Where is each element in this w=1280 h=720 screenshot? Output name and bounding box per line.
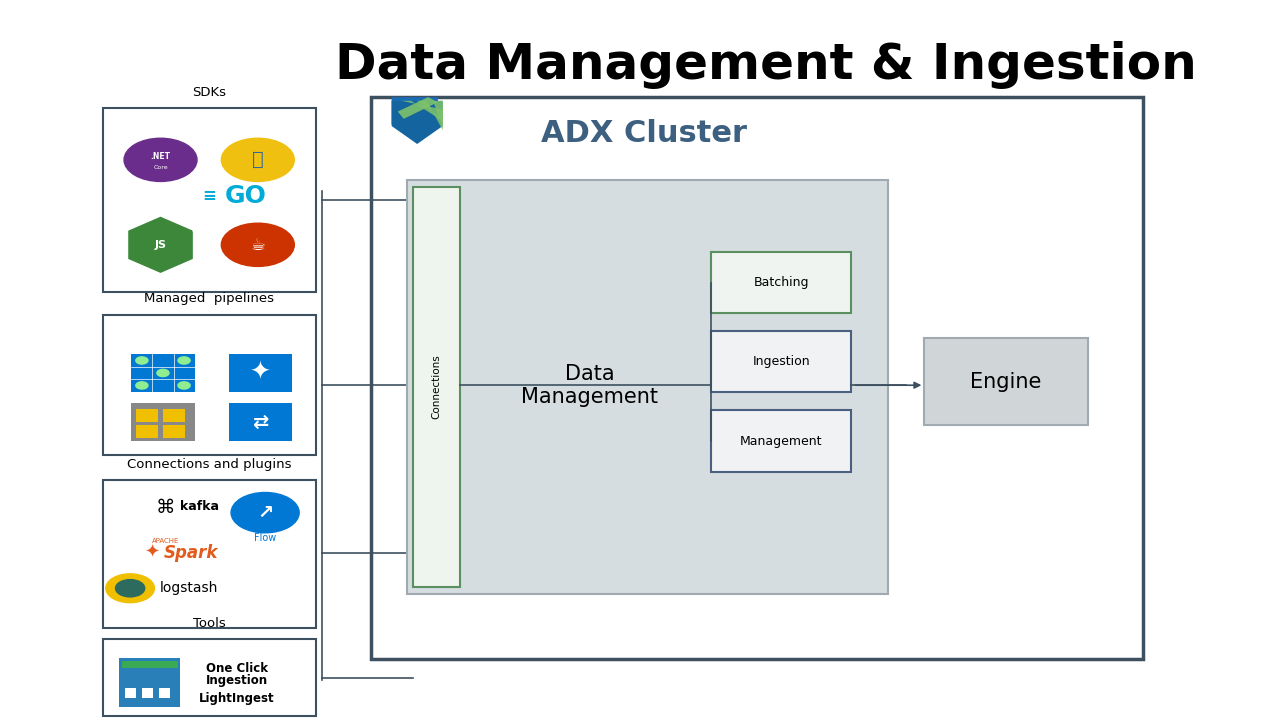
FancyBboxPatch shape bbox=[924, 338, 1088, 425]
Circle shape bbox=[136, 382, 148, 389]
Text: GO: GO bbox=[225, 184, 266, 208]
Bar bbox=[136, 425, 159, 438]
Polygon shape bbox=[417, 101, 443, 130]
Polygon shape bbox=[392, 101, 443, 144]
Bar bbox=[119, 658, 180, 707]
Bar bbox=[163, 409, 184, 422]
Bar bbox=[229, 354, 292, 392]
Text: LightIngest: LightIngest bbox=[200, 692, 275, 705]
Text: Ingestion: Ingestion bbox=[753, 355, 810, 369]
Text: ☕: ☕ bbox=[251, 236, 265, 254]
Text: APACHE: APACHE bbox=[152, 539, 179, 544]
Text: Connections and plugins: Connections and plugins bbox=[127, 458, 292, 471]
Circle shape bbox=[106, 574, 155, 603]
FancyBboxPatch shape bbox=[413, 187, 460, 587]
Text: Data Management & Ingestion: Data Management & Ingestion bbox=[335, 41, 1197, 89]
Polygon shape bbox=[433, 101, 443, 140]
Circle shape bbox=[221, 223, 294, 266]
Text: Data
Management: Data Management bbox=[521, 364, 658, 407]
FancyBboxPatch shape bbox=[712, 252, 851, 313]
Bar bbox=[122, 661, 178, 668]
FancyBboxPatch shape bbox=[712, 331, 851, 392]
Text: Managed  pipelines: Managed pipelines bbox=[145, 292, 274, 305]
Circle shape bbox=[124, 138, 197, 181]
Text: Engine: Engine bbox=[970, 372, 1042, 392]
Text: logstash: logstash bbox=[159, 581, 218, 595]
Text: ADX Cluster: ADX Cluster bbox=[541, 119, 748, 148]
FancyBboxPatch shape bbox=[104, 315, 316, 455]
Text: ↗: ↗ bbox=[257, 503, 274, 522]
FancyBboxPatch shape bbox=[407, 180, 888, 594]
Polygon shape bbox=[402, 101, 443, 121]
Text: ✦: ✦ bbox=[145, 544, 160, 562]
Text: Connections: Connections bbox=[431, 355, 442, 419]
Text: ⇄: ⇄ bbox=[252, 413, 269, 431]
Polygon shape bbox=[129, 217, 192, 272]
Polygon shape bbox=[398, 97, 438, 119]
FancyBboxPatch shape bbox=[104, 639, 316, 716]
Polygon shape bbox=[392, 97, 438, 138]
Circle shape bbox=[115, 580, 145, 597]
Text: Ingestion: Ingestion bbox=[206, 674, 269, 687]
Bar bbox=[132, 403, 195, 441]
FancyBboxPatch shape bbox=[712, 410, 851, 472]
FancyBboxPatch shape bbox=[104, 108, 316, 292]
Text: 🐍: 🐍 bbox=[252, 150, 264, 169]
Text: .NET: .NET bbox=[151, 153, 170, 161]
Bar bbox=[229, 403, 292, 441]
Text: Spark: Spark bbox=[164, 544, 219, 562]
Text: kafka: kafka bbox=[180, 500, 219, 513]
Text: SDKs: SDKs bbox=[192, 86, 227, 99]
Circle shape bbox=[157, 369, 169, 377]
Text: ≡: ≡ bbox=[202, 187, 216, 205]
Circle shape bbox=[178, 382, 191, 389]
Text: ⌘: ⌘ bbox=[156, 498, 175, 517]
Circle shape bbox=[178, 357, 191, 364]
Text: Flow: Flow bbox=[253, 533, 276, 543]
Text: Tools: Tools bbox=[193, 617, 225, 630]
Text: One Click: One Click bbox=[206, 662, 268, 675]
Bar bbox=[125, 688, 136, 698]
Bar bbox=[163, 425, 184, 438]
Text: JS: JS bbox=[155, 240, 166, 250]
Text: ✦: ✦ bbox=[250, 361, 271, 385]
Bar bbox=[159, 688, 170, 698]
Circle shape bbox=[136, 357, 148, 364]
Text: Batching: Batching bbox=[754, 276, 809, 289]
Bar bbox=[132, 354, 195, 392]
FancyBboxPatch shape bbox=[104, 480, 316, 628]
Circle shape bbox=[232, 492, 300, 533]
Circle shape bbox=[221, 138, 294, 181]
Bar bbox=[136, 409, 159, 422]
Text: Management: Management bbox=[740, 434, 823, 448]
Text: Core: Core bbox=[154, 165, 168, 169]
FancyBboxPatch shape bbox=[371, 97, 1143, 659]
Bar bbox=[142, 688, 154, 698]
